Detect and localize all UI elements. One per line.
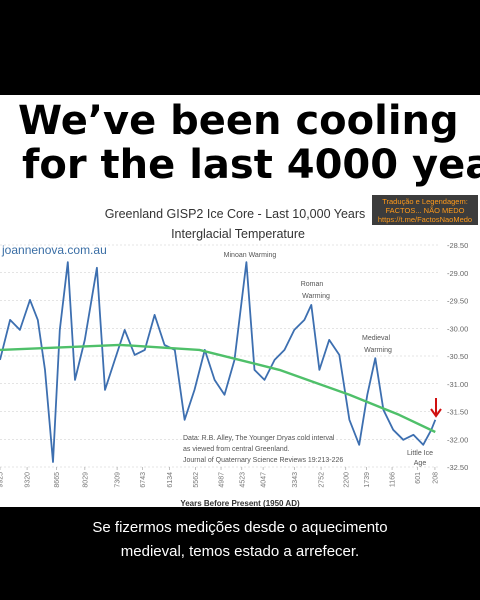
- watermark-box: [372, 195, 478, 225]
- y-tick-label: -31.00: [447, 380, 468, 389]
- x-tick-label: 9925: [0, 472, 5, 488]
- y-tick-label: -29.50: [447, 297, 468, 306]
- annotation: Minoan Warming: [224, 252, 277, 259]
- site-label: joannenova.com.au: [1, 243, 107, 257]
- x-tick-label: 1166: [390, 472, 397, 487]
- x-tick-label: 2200: [343, 472, 350, 488]
- y-tick-label: -29.00: [447, 269, 468, 278]
- y-tick-label: -32.50: [447, 463, 468, 472]
- video-frame: [0, 95, 480, 507]
- x-tick-label: 9320: [25, 472, 32, 488]
- x-tick-label: 6743: [140, 472, 147, 488]
- source-note: Journal of Quaternary Science Reviews 19…: [183, 457, 343, 464]
- source-note: as viewed from central Greenland.: [183, 446, 290, 453]
- x-tick-label: 2752: [319, 472, 326, 488]
- watermark: Tradução e Legendagem:: [382, 197, 468, 206]
- chart-title: Greenland GISP2 Ice Core - Last 10,000 Y…: [105, 207, 366, 221]
- source-note: Data: R.B. Alley, The Younger Dryas cold…: [183, 435, 335, 442]
- x-tick-label: 4523: [239, 472, 246, 488]
- x-tick-label: 5562: [193, 472, 200, 488]
- headline: for the last 4000 years: [22, 142, 480, 188]
- annotation: Medieval: [362, 335, 390, 342]
- y-tick-label: -30.50: [447, 352, 468, 361]
- caption: medieval, temos estado a arrefecer.: [121, 543, 359, 560]
- y-tick-label: -30.00: [447, 324, 468, 333]
- headline: We’ve been cooling: [18, 98, 459, 144]
- annotation: Warming: [302, 293, 330, 300]
- x-tick-label: 6134: [167, 472, 174, 488]
- x-tick-label: 7309: [115, 472, 122, 488]
- y-tick-label: -28.50: [447, 241, 468, 250]
- x-tick-label: 3343: [292, 472, 299, 488]
- annotation: Little Ice: [407, 450, 433, 457]
- x-tick-label: 208: [432, 472, 439, 484]
- watermark: FACTOS... NÃO MEDO: [385, 206, 464, 215]
- x-tick-label: 1739: [364, 472, 371, 488]
- y-tick-label: -32.00: [447, 435, 468, 444]
- data-line: [0, 261, 437, 463]
- plot: -28.50 -29.00 -29.50 -30.00 -30.50 -31.00 -31.…: [0, 241, 468, 488]
- caption: Se fizermos medições desde o aquecimento: [92, 519, 387, 536]
- x-tick-label: 601: [415, 472, 422, 484]
- annotation: Warming: [364, 347, 392, 354]
- chart-subtitle: Interglacial Temperature: [171, 227, 305, 241]
- x-tick-label: 8029: [82, 472, 89, 488]
- annotation: Age: [414, 460, 427, 467]
- x-tick-label: 8665: [54, 472, 61, 488]
- y-tick-label: -31.50: [447, 408, 468, 417]
- annotation: Roman: [301, 281, 324, 288]
- x-axis-label: Years Before Present (1950 AD): [180, 499, 300, 508]
- arrow: [430, 398, 442, 418]
- watermark: https://t.me/FactosNaoMedo: [378, 215, 472, 224]
- data-line: [0, 343, 436, 434]
- x-tick-label: 4047: [261, 472, 268, 488]
- x-tick-label: 4987: [219, 472, 226, 488]
